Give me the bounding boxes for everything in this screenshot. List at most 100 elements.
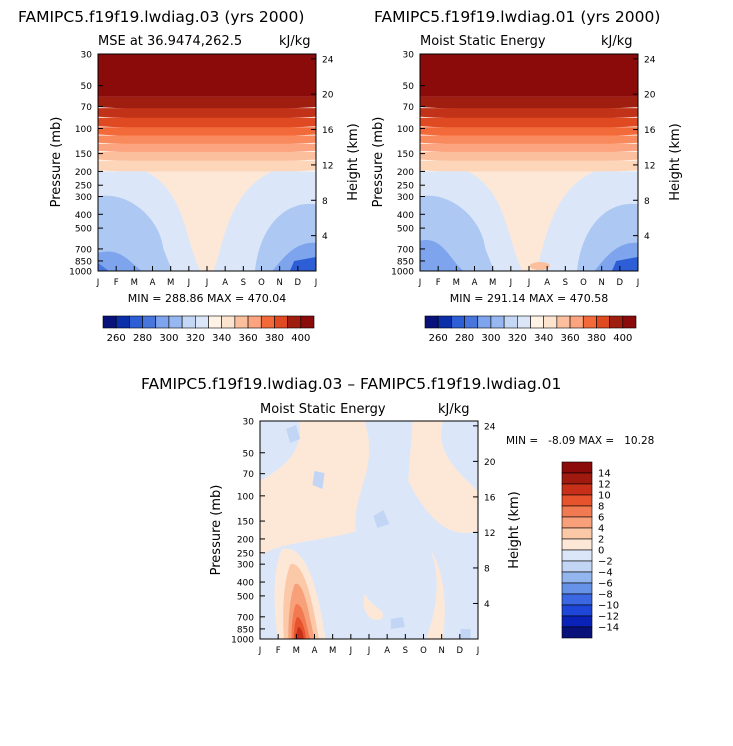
month-tick-label: J — [509, 278, 513, 288]
pressure-tick-label: 50 — [81, 82, 93, 92]
colorbar-label: −6 — [598, 579, 613, 590]
month-tick-label: F — [436, 278, 441, 288]
pressure-tick-label: 200 — [237, 535, 254, 545]
colorbar-swatch — [561, 615, 593, 628]
height-tick-label: 12 — [322, 161, 333, 171]
pressure-tick-label: 700 — [237, 613, 254, 623]
month-tick-label: O — [580, 278, 587, 288]
colorbar-swatch — [451, 315, 465, 329]
pressure-tick-label: 300 — [397, 193, 414, 203]
pressure-tick-label: 1000 — [231, 636, 254, 646]
month-tick-label: D — [617, 278, 624, 288]
pressure-tick-label: 500 — [75, 225, 92, 235]
colorbar-swatch — [181, 315, 196, 329]
month-tick-label: N — [438, 646, 444, 656]
pressure-tick-label: 30 — [403, 51, 415, 61]
height-tick-label: 16 — [644, 126, 656, 136]
contour-band — [98, 54, 316, 97]
pressure-tick-label: 1000 — [69, 268, 92, 278]
height-tick-label: 4 — [484, 600, 490, 610]
contour-band-negative — [286, 425, 301, 443]
height-tick-label: 24 — [484, 422, 496, 432]
pressure-tick-label: 100 — [237, 492, 254, 502]
pressure-tick-label: 500 — [397, 225, 414, 235]
month-tick-label: J — [367, 646, 371, 656]
colorbar-swatch — [503, 315, 518, 329]
colorbar-swatch — [561, 516, 593, 529]
pressure-tick-label: 850 — [237, 625, 254, 635]
colorbar-swatch — [102, 315, 117, 329]
month-tick-label: N — [276, 278, 282, 288]
height-tick-label: 20 — [644, 91, 656, 101]
p2-title: FAMIPC5.f19f19.lwdiag.01 (yrs 2000) — [374, 8, 660, 26]
month-tick-label: A — [384, 646, 390, 656]
colorbar-label: 8 — [598, 502, 604, 513]
contour-band-cold-left — [98, 251, 142, 271]
contour-band — [420, 96, 638, 111]
p3-stats: MIN = -8.09 MAX = 10.28 — [506, 435, 654, 447]
contour-band-cold-left — [420, 240, 464, 271]
pressure-tick-label: 400 — [397, 211, 414, 221]
p1-y2-label: Height (km) — [346, 123, 361, 200]
height-tick-label: 8 — [644, 197, 650, 207]
contour-band — [98, 117, 316, 130]
colorbar-swatch — [530, 315, 544, 329]
height-tick-label: 16 — [322, 126, 334, 136]
month-tick-label: J — [418, 278, 422, 288]
height-tick-label: 8 — [484, 564, 490, 574]
height-tick-label: 24 — [644, 55, 656, 65]
colorbar-swatch — [561, 483, 593, 496]
colorbar-swatch — [561, 604, 593, 617]
colorbar-swatch — [477, 315, 492, 329]
height-tick-label: 4 — [644, 232, 650, 242]
month-tick-label: M — [453, 278, 460, 288]
pressure-tick-label: 300 — [75, 193, 92, 203]
p2-stats: MIN = 291.14 MAX = 470.58 — [450, 292, 608, 305]
pressure-tick-label: 100 — [75, 125, 92, 135]
p3-units: kJ/kg — [438, 402, 470, 417]
pressure-tick-label: 500 — [237, 592, 254, 602]
colorbar-swatch — [561, 472, 593, 485]
p1-contour-field — [98, 54, 316, 271]
height-tick-label: 12 — [644, 161, 655, 171]
contour-band-cold-right — [611, 256, 638, 271]
month-tick-label: A — [222, 278, 228, 288]
contour-band — [98, 143, 316, 154]
colorbar-swatch — [543, 315, 558, 329]
contour-band — [420, 160, 638, 174]
colorbar-label: 380 — [265, 333, 284, 344]
colorbar-swatch — [464, 315, 479, 329]
colorbar-label: −2 — [598, 557, 613, 568]
month-tick-label: A — [312, 646, 318, 656]
pressure-tick-label: 700 — [397, 245, 414, 255]
colorbar-label: 400 — [291, 333, 310, 344]
contour-band — [420, 143, 638, 154]
colorbar-label: 300 — [481, 333, 500, 344]
panel-difference: FAMIPC5.f19f19.lwdiag.03 – FAMIPC5.f19f1… — [141, 375, 654, 656]
month-tick-label: J — [314, 278, 318, 288]
contour-band-warm — [529, 262, 550, 270]
month-tick-label: F — [114, 278, 119, 288]
pressure-tick-label: 200 — [397, 168, 414, 178]
colorbar-swatch — [622, 315, 637, 329]
colorbar-swatch — [561, 571, 593, 584]
colorbar-swatch — [596, 315, 610, 329]
month-tick-label: N — [598, 278, 604, 288]
month-tick-label: A — [472, 278, 478, 288]
colorbar-swatch — [424, 315, 439, 329]
pressure-tick-label: 300 — [237, 561, 254, 571]
colorbar-label: 14 — [598, 469, 611, 480]
colorbar-swatch — [561, 549, 593, 562]
colorbar-swatch — [517, 315, 531, 329]
month-tick-label: J — [187, 278, 191, 288]
contour-band — [98, 160, 316, 174]
colorbar-swatch — [569, 315, 584, 329]
contour-band — [420, 135, 638, 146]
month-tick-label: J — [96, 278, 100, 288]
contour-band — [98, 96, 316, 111]
colorbar-label: 6 — [598, 513, 604, 524]
